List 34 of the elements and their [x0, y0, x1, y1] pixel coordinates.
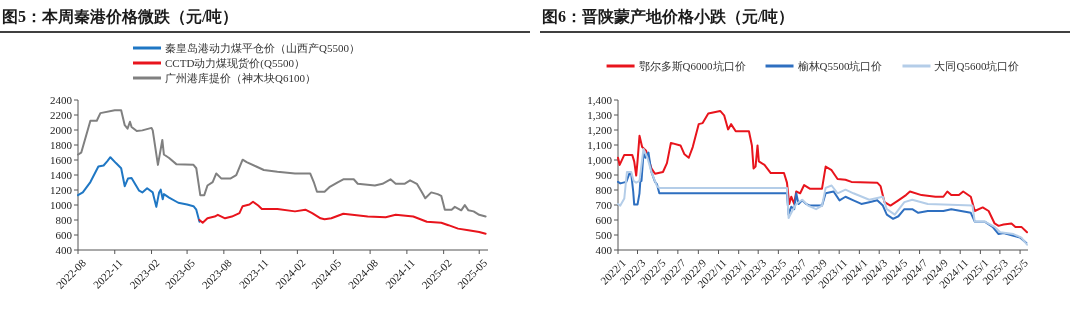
legend-label: 秦皇岛港动力煤平仓价（山西产Q5500） [165, 42, 360, 54]
chart-title: 图5：本周秦港价格微跌（元/吨） [2, 8, 239, 26]
y-tick-label: 500 [595, 228, 613, 241]
y-tick-label: 700 [595, 198, 613, 211]
chart-title: 图6：晋陕蒙产地价格小跌（元/吨） [542, 8, 795, 26]
line-series [617, 109, 1029, 234]
legend-label: 鄂尔多斯Q6000坑口价 [638, 60, 746, 72]
y-tick-label: 600 [595, 213, 613, 226]
y-tick-label: 1000 [50, 198, 73, 211]
y-tick-label: 1400 [50, 168, 73, 181]
y-tick-label: 2000 [50, 123, 73, 136]
y-tick-label: 1,200 [587, 123, 613, 136]
legend-label: 广州港库提价（神木块Q6100） [165, 72, 316, 84]
y-tick-label: 800 [55, 213, 73, 226]
y-tick-label: 1800 [50, 138, 73, 151]
y-tick-label: 1,400 [587, 93, 613, 106]
y-tick-label: 600 [55, 228, 73, 241]
line-series [77, 156, 201, 223]
y-tick-label: 1,100 [587, 138, 613, 151]
legend-label: CCTD动力煤现货价(Q5500） [165, 57, 305, 70]
line-series [77, 109, 487, 218]
y-tick-label: 2200 [50, 108, 73, 121]
y-tick-label: 400 [595, 243, 613, 256]
y-tick-label: 1200 [50, 183, 73, 196]
y-tick-label: 900 [595, 168, 613, 181]
legend-label: 大同Q5600坑口价 [934, 60, 1020, 72]
y-tick-label: 1600 [50, 153, 73, 166]
y-tick-label: 2400 [50, 93, 73, 106]
y-tick-label: 1,300 [587, 108, 613, 121]
legend-label: 榆林Q5500坑口价 [797, 60, 883, 72]
y-tick-label: 1,000 [587, 153, 613, 166]
y-tick-label: 400 [55, 243, 73, 256]
y-tick-label: 800 [595, 183, 613, 196]
line-series [198, 200, 487, 235]
